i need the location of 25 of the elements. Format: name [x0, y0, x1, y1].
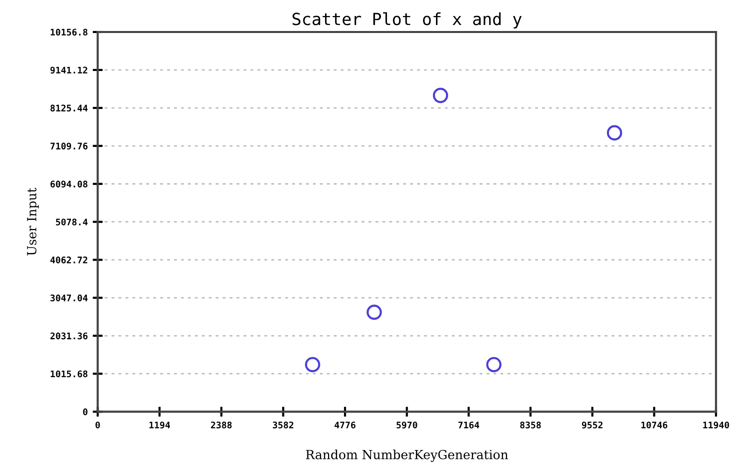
x-tick-label: 0 [96, 422, 100, 428]
x-tick-label: 4776 [334, 422, 356, 428]
x-tick-label: 1194 [149, 422, 170, 428]
x-tick-label: 7164 [458, 422, 480, 428]
y-tick-label: 6094.08 [50, 180, 88, 188]
y-tick-label: 10156.8 [50, 28, 88, 36]
y-tick-label: 0 [83, 408, 88, 416]
x-tick-label: 8358 [520, 422, 541, 428]
y-tick-label: 4062.72 [50, 256, 88, 264]
x-tick-label: 3582 [272, 422, 294, 428]
x-tick-label: 5970 [396, 422, 418, 428]
y-axis-title: User Input [27, 188, 39, 256]
y-tick-label: 7109.76 [50, 142, 88, 150]
x-tick-label: 2388 [210, 422, 232, 428]
x-axis-title: Random NumberKeyGeneration [306, 450, 508, 462]
y-tick-label: 5078.4 [56, 218, 88, 226]
x-tick-label: 9552 [582, 422, 602, 428]
y-tick-label: 2031.36 [50, 332, 88, 340]
y-tick-label: 1015.68 [50, 370, 88, 378]
y-tick-label: 3047.04 [50, 294, 88, 302]
x-tick-label: 11940 [703, 422, 730, 428]
x-tick-label: 10746 [641, 422, 668, 428]
y-tick-label: 9141.12 [50, 66, 88, 74]
y-tick-label: 8125.44 [50, 104, 88, 112]
chart-title: Scatter Plot of x and y [292, 12, 522, 29]
